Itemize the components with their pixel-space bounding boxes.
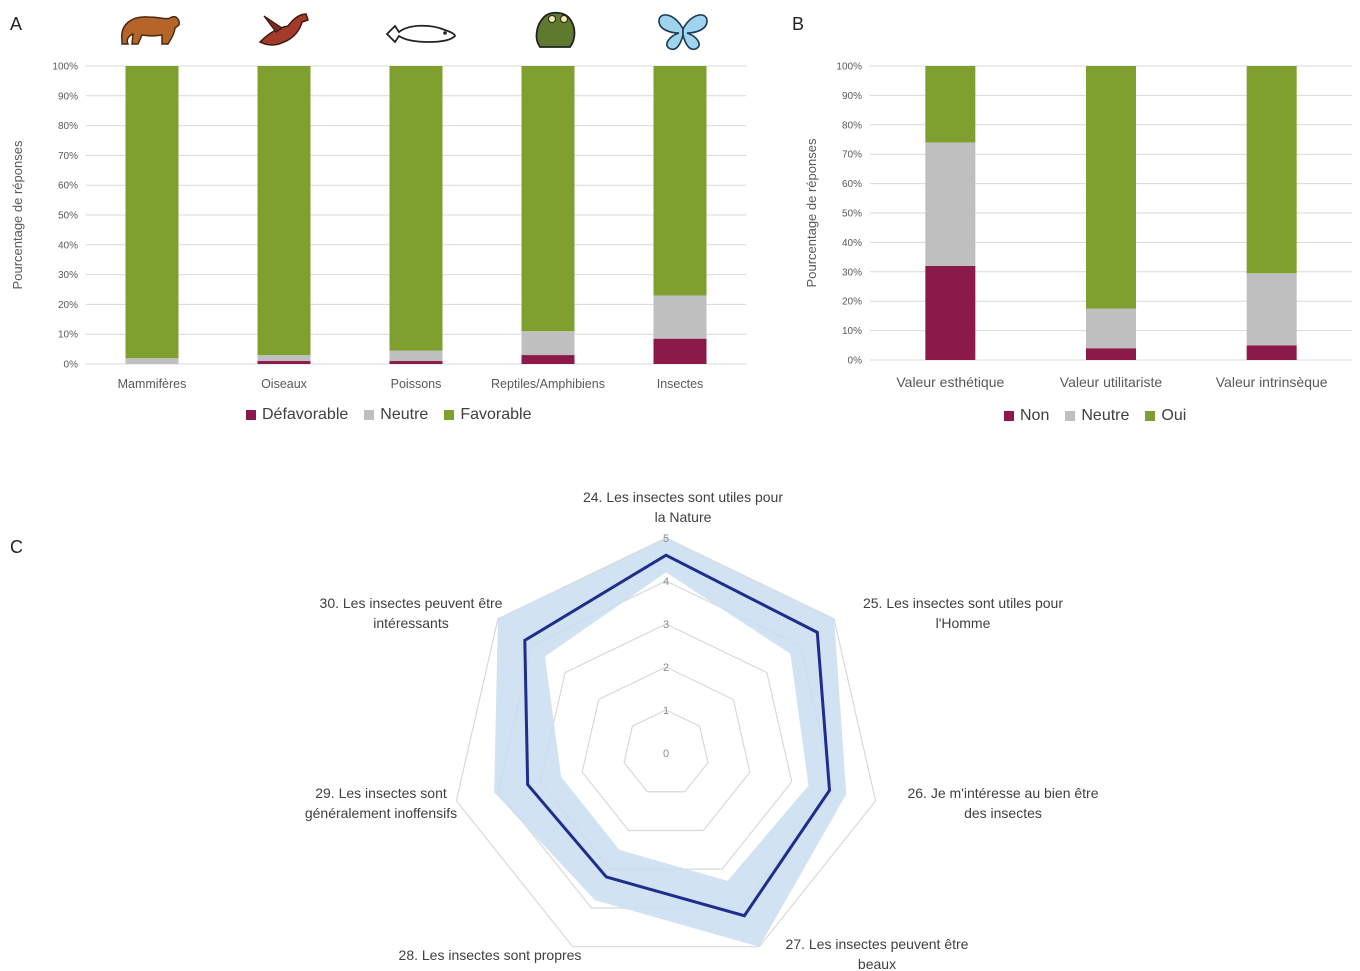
butterfly-icon [658,14,708,51]
legend-b: Non Neutre Oui [1004,407,1186,425]
legend-label: Oui [1161,407,1187,424]
bar-segment-favorable [389,66,443,351]
y-tick-label: 70% [58,151,78,162]
x-tick-label: Oiseaux [261,377,308,391]
legend-swatch [364,410,375,420]
legend-label: Favorable [460,406,532,423]
bar-segment-dfavorable [389,361,443,364]
bar-segment-favorable [653,66,707,296]
legend-swatch [444,410,455,420]
legend-label: Neutre [1081,407,1130,424]
bar-segment-neutre [653,295,707,339]
bar-segment-dfavorable [257,361,311,364]
x-tick-label: Insectes [657,377,704,391]
y-tick-label: 60% [58,181,78,192]
legend-a: Défavorable Neutre Favorable [246,406,531,424]
y-tick-label: 30% [58,270,78,281]
butterfly-wing-left [658,14,684,51]
bear-icon [121,15,180,45]
y-axis-label: Pourcentage de réponses [10,140,25,289]
bar-segment-neutre [125,358,179,364]
legend-item-favorable: Favorable [444,406,531,424]
bar-segment-favorable [257,66,311,356]
bar-segment-neutre [389,350,443,362]
legend-swatch [1145,411,1156,421]
bear-body [121,15,180,45]
legend-label: Défavorable [262,406,349,423]
fish-eye [443,31,447,35]
legend-item-neutre: Neutre [364,406,428,424]
x-tick-label: Reptiles/Amphibiens [491,377,605,391]
y-tick-label: 90% [58,91,78,102]
x-tick-label: Poissons [391,377,442,391]
y-tick-label: 0% [64,360,79,371]
legend-item-defavorable: Défavorable [246,406,348,424]
x-tick-label: Mammifères [118,377,187,391]
bar-segment-favorable [521,66,575,332]
fish-icon [385,24,456,44]
bird-wing [263,15,284,33]
y-tick-label: 20% [58,300,78,311]
fish-body [385,24,456,44]
bar-segment-dfavorable [521,355,575,364]
legend-swatch [1004,411,1014,421]
legend-swatch [1065,411,1076,421]
panel-label-b: B [792,14,805,34]
y-tick-label: 40% [58,240,78,251]
panel-label-a: A [10,14,23,34]
frog-eye [560,15,568,23]
frog-icon [535,11,576,48]
legend-item-non: Non [1004,407,1049,425]
bar-segment-neutre [257,355,311,362]
legend-item-neutre: Neutre [1065,407,1129,425]
y-tick-label: 10% [58,330,78,341]
bird-icon [258,13,309,46]
legend-label: Non [1020,407,1050,424]
y-tick-label: 80% [58,121,78,132]
y-tick-label: 50% [58,211,78,222]
legend-label: Neutre [380,406,429,423]
y-tick-label: 100% [52,62,78,73]
frog-eye [548,15,556,23]
bar-segment-neutre [521,331,575,356]
bar-segment-favorable [125,66,179,359]
legend-item-oui: Oui [1145,407,1186,425]
butterfly-wing-right [682,14,708,51]
panel-label-c: C [10,537,23,557]
bar-segment-dfavorable [653,338,707,364]
legend-swatch [246,410,256,420]
